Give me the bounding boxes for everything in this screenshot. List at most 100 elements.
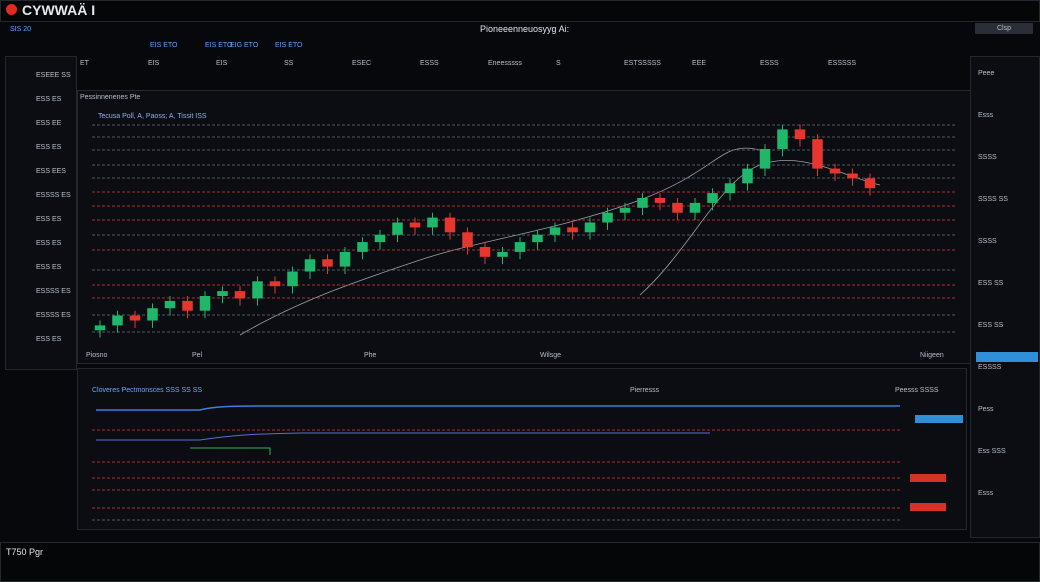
candle-body bbox=[654, 198, 666, 203]
sidebar-item[interactable]: ESS ES bbox=[36, 96, 62, 103]
toolbar-button[interactable]: Eneesssss bbox=[488, 60, 522, 67]
candle-body bbox=[234, 291, 246, 299]
candle-body bbox=[829, 168, 841, 174]
candle-body bbox=[374, 234, 386, 243]
lower-line bbox=[96, 405, 900, 411]
candle-body bbox=[199, 296, 211, 311]
tab[interactable]: SIS 20 bbox=[10, 26, 32, 33]
right-panel-item: Esss bbox=[978, 490, 994, 497]
sidebar-item[interactable]: ESS EES bbox=[36, 168, 66, 175]
x-label: Wilsge bbox=[540, 352, 562, 359]
candle-body bbox=[532, 234, 543, 243]
left-sidebar bbox=[5, 56, 77, 370]
tab[interactable]: EIS ETO bbox=[150, 42, 178, 49]
price-tag bbox=[915, 415, 963, 423]
candle-body bbox=[322, 259, 333, 267]
x-label: Piosno bbox=[86, 352, 108, 359]
candle-body bbox=[444, 217, 456, 233]
tab[interactable]: EIS ETO bbox=[275, 42, 303, 49]
right-panel-item: Pess bbox=[978, 406, 994, 413]
x-label: Niigeen bbox=[920, 352, 944, 359]
toolbar-button[interactable]: S bbox=[556, 60, 561, 67]
candle-body bbox=[584, 222, 596, 233]
sidebar-item[interactable]: ESS EE bbox=[36, 120, 62, 127]
toolbar-button[interactable]: ESSS bbox=[420, 60, 439, 67]
candle-body bbox=[707, 193, 718, 203]
price-tag bbox=[976, 352, 1038, 362]
right-panel-item: SSSS SS bbox=[978, 196, 1008, 203]
lower-panel bbox=[77, 368, 967, 530]
toolbar-button[interactable]: ESTSSSSS bbox=[624, 60, 661, 67]
sidebar-item[interactable]: ESSSS ES bbox=[36, 312, 71, 319]
toolbar-button[interactable]: ESSSSS bbox=[828, 60, 857, 67]
right-panel-item: ESS SS bbox=[978, 322, 1004, 329]
status-bar bbox=[0, 542, 1040, 582]
record-dot bbox=[6, 4, 17, 15]
candle-body bbox=[847, 173, 858, 179]
candle-body bbox=[777, 129, 788, 149]
candle-body bbox=[304, 259, 316, 272]
lower-line bbox=[190, 447, 271, 455]
candle-body bbox=[427, 217, 438, 228]
sidebar-item[interactable]: ESS ES bbox=[36, 240, 62, 247]
candle-body bbox=[287, 271, 298, 287]
right-panel-item: SSSS bbox=[978, 154, 997, 161]
candle-body bbox=[147, 308, 158, 321]
candle-body bbox=[759, 149, 771, 169]
right-panel-item: ESSSS bbox=[978, 364, 1002, 371]
candle-body bbox=[602, 212, 613, 223]
right-panel bbox=[970, 56, 1040, 538]
sidebar-item[interactable]: ESS ES bbox=[36, 144, 62, 151]
candle-body bbox=[724, 183, 736, 194]
toolbar-button[interactable]: SS bbox=[284, 60, 294, 67]
chart-note: Pessinnenenes Pte bbox=[80, 94, 141, 101]
sidebar-item[interactable]: ESSSS ES bbox=[36, 192, 71, 199]
candle-body bbox=[794, 129, 806, 140]
candle-body bbox=[619, 207, 631, 213]
toolbar-button[interactable]: EIS bbox=[148, 60, 160, 67]
candle-body bbox=[217, 291, 228, 296]
sidebar-item[interactable]: ESEEE SS bbox=[36, 72, 71, 79]
sidebar-item[interactable]: ESS ES bbox=[36, 336, 62, 343]
candle-body bbox=[812, 139, 823, 169]
sidebar-item[interactable]: ESS ES bbox=[36, 264, 62, 271]
candle-body bbox=[514, 242, 526, 252]
sidebar-item[interactable]: ESSSS ES bbox=[36, 288, 71, 295]
sidebar-item[interactable]: ESS ES bbox=[36, 216, 62, 223]
toolbar-button[interactable]: ESEC bbox=[352, 60, 372, 67]
x-label: Phe bbox=[364, 352, 377, 359]
candle-body bbox=[129, 315, 141, 321]
candle-body bbox=[864, 178, 876, 189]
candle-body bbox=[742, 168, 753, 184]
tab[interactable]: EIS ETO bbox=[205, 42, 233, 49]
ma-line bbox=[639, 159, 881, 296]
candle-body bbox=[479, 247, 491, 257]
main-chart-panel bbox=[77, 90, 971, 364]
toolbar-button[interactable]: EEE bbox=[692, 60, 707, 67]
tab[interactable]: EIG ETO bbox=[230, 42, 259, 49]
ma-line bbox=[239, 147, 761, 336]
candle-body bbox=[567, 227, 578, 233]
candle-body bbox=[409, 222, 421, 228]
candle-body bbox=[164, 300, 176, 309]
candle-body bbox=[339, 251, 351, 267]
candle-body bbox=[112, 315, 123, 326]
toolbar-button[interactable]: EIS bbox=[216, 60, 228, 67]
price-tag bbox=[910, 503, 946, 511]
lower-right-label: Peesss SSSS bbox=[895, 387, 939, 394]
lower-label: Pierresss bbox=[630, 387, 660, 394]
toolbar-button[interactable]: ET bbox=[80, 60, 89, 67]
candle-body bbox=[689, 202, 701, 213]
status-text: T750 Pgr bbox=[6, 547, 44, 557]
window-title: Pioneeenneuosyyg Ai: bbox=[480, 24, 570, 34]
close-button[interactable]: Clsp bbox=[975, 23, 1033, 34]
candle-body bbox=[637, 198, 648, 208]
right-panel-item: SSSS bbox=[978, 238, 997, 245]
toolbar-button[interactable]: ESSS bbox=[760, 60, 779, 67]
candle-body bbox=[269, 281, 281, 287]
app-title: CYWWAÄ I bbox=[22, 2, 96, 18]
chart-legend: Tecusa Poll, A, Paoss; A, Tissit ISS bbox=[98, 113, 207, 120]
price-tag bbox=[910, 474, 946, 482]
lower-line bbox=[96, 432, 710, 441]
